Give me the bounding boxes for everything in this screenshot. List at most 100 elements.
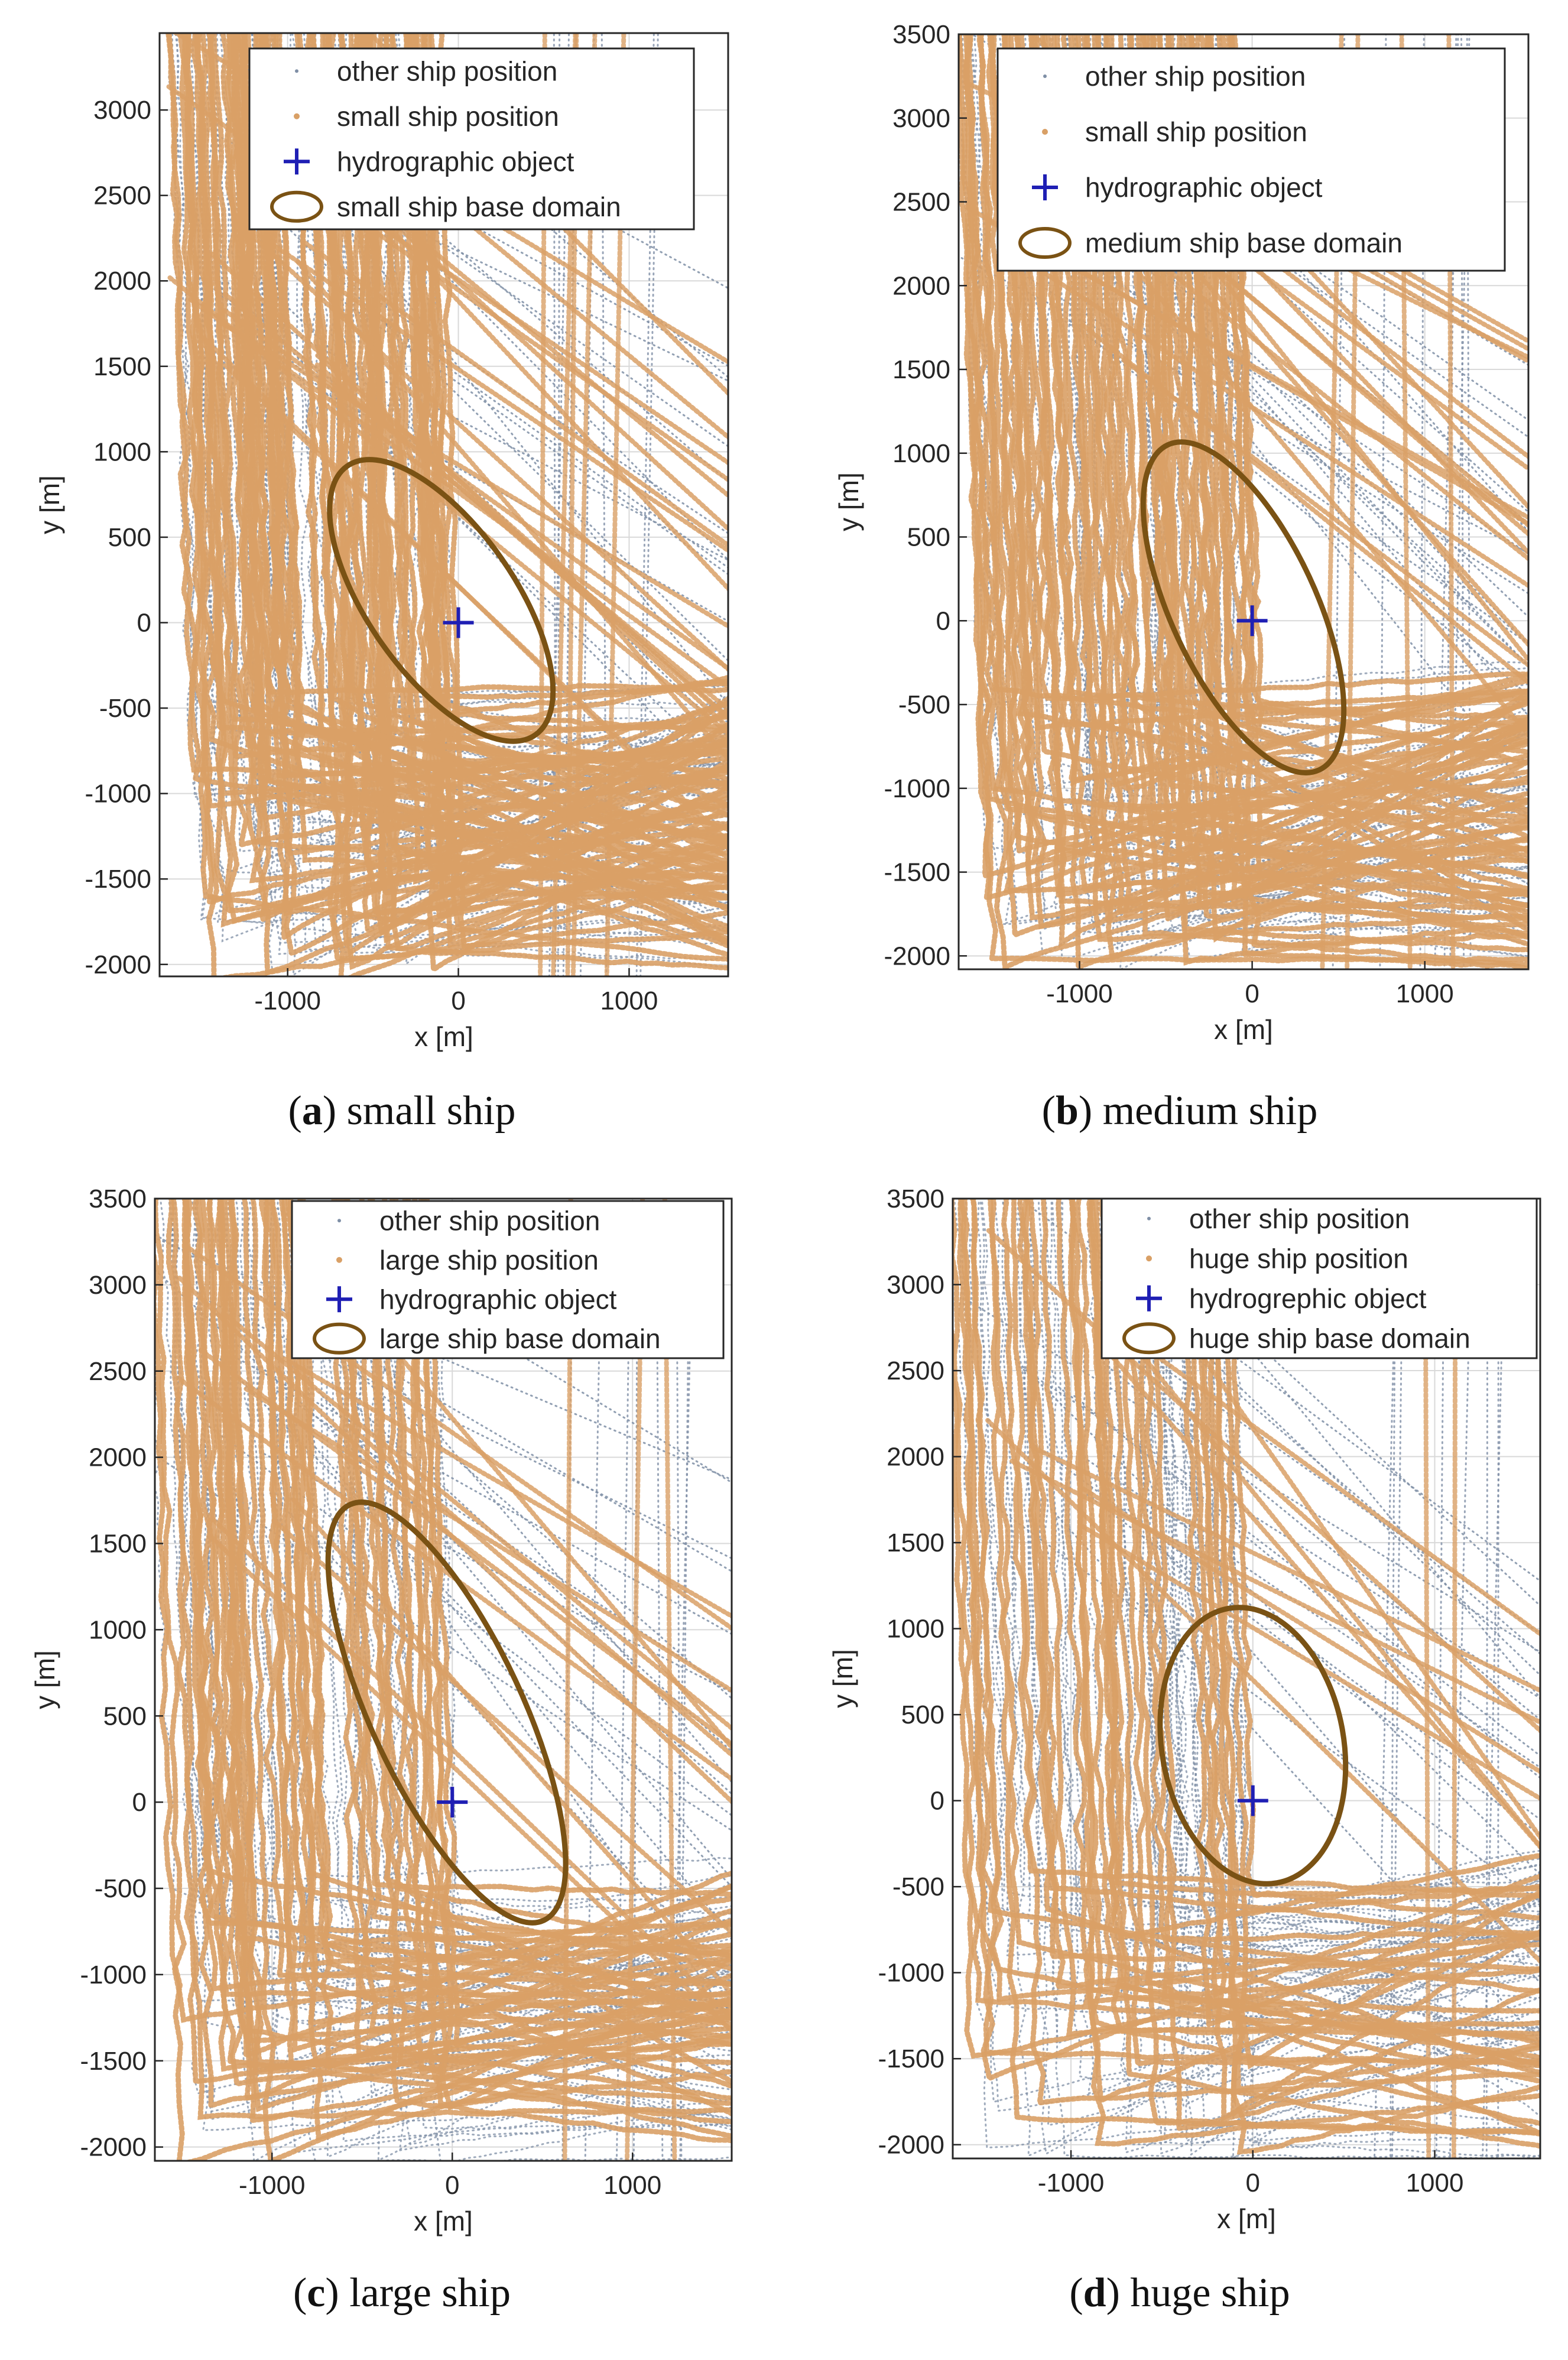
- legend-item: large ship position: [336, 1245, 599, 1275]
- other-ship-track: [1389, 1199, 1397, 2158]
- own-ship-track: [1117, 1199, 1540, 2137]
- y-tick-label: 500: [103, 1702, 147, 1731]
- own-ship-track: [1001, 1199, 1540, 1899]
- y-tick-label: 1000: [93, 437, 151, 466]
- own-ship-track: [346, 1423, 732, 1758]
- own-ship-track: [1179, 1199, 1540, 2028]
- other-ship-track: [271, 99, 728, 561]
- chart-a-base-domain-ellipse: [327, 457, 556, 744]
- legend-ellipse-icon: [1018, 227, 1072, 259]
- other-ship-track: [223, 33, 728, 723]
- x-tick-label: 0: [445, 2171, 459, 2200]
- other-ship-track: [1225, 1199, 1540, 2158]
- own-ship-track: [986, 1228, 1540, 1734]
- own-ship-track: [1080, 1486, 1540, 1775]
- chart-b-caption-text: medium ship: [1102, 1088, 1318, 1134]
- own-ship-track: [1068, 1199, 1540, 2127]
- legend-label: small ship position: [337, 101, 559, 132]
- other-ship-track: [1082, 1456, 1540, 1769]
- y-tick-label: -1500: [884, 858, 950, 887]
- legend-ellipse-icon: [270, 190, 323, 223]
- chart-panel-c: -1000 0 1000 -2000 -1500 -1000 -500 0 500 1000 150…: [0, 1180, 784, 2360]
- chart-c-y-axis-label: y [m]: [30, 1650, 60, 1709]
- legend-own-ship-icon: [336, 1257, 342, 1263]
- y-tick-label: 500: [901, 1700, 944, 1729]
- other-ship-track: [170, 33, 728, 706]
- chart-b-x-axis-label: x [m]: [1214, 1014, 1273, 1045]
- other-ship-track: [1485, 1199, 1489, 2158]
- y-tick-label: 2500: [887, 1356, 944, 1385]
- other-ship-track: [168, 1199, 732, 2121]
- other-ship-track: [1131, 1199, 1540, 2155]
- other-ship-track: [1102, 1362, 1540, 1721]
- y-tick-label: -1000: [80, 1960, 147, 1989]
- own-ship-track: [291, 1497, 732, 1998]
- own-ship-track: [171, 1199, 732, 2120]
- y-tick-label: 0: [936, 606, 950, 635]
- x-tick-label: 0: [451, 986, 465, 1015]
- y-tick-label: 3500: [89, 1184, 147, 1213]
- own-ship-track: [987, 1199, 1540, 2137]
- other-ship-track: [155, 1236, 732, 1481]
- other-ship-track: [215, 1354, 732, 1888]
- own-ship-track: [222, 291, 728, 713]
- own-ship-track: [244, 1386, 732, 1693]
- legend-ellipse-icon: [1122, 1322, 1176, 1355]
- y-tick-label: 3500: [887, 1184, 944, 1213]
- own-ship-track: [966, 34, 1528, 755]
- y-tick-label: 1000: [887, 1615, 944, 1644]
- legend-item: hydrographic object: [284, 146, 574, 177]
- chart-b-hydrographic-object-marker: [1236, 605, 1268, 637]
- other-ship-track: [1155, 1199, 1540, 2107]
- other-ship-track: [1153, 1247, 1540, 1607]
- other-ship-track: [232, 1355, 732, 1635]
- chart-a-legend: other ship position small ship position hy…: [248, 47, 695, 231]
- own-ship-track: [1121, 358, 1528, 668]
- y-tick-label: 1000: [892, 439, 950, 468]
- y-tick-label: -500: [99, 694, 151, 723]
- legend-other-ship-icon: [1147, 1216, 1151, 1220]
- own-ship-track: [405, 1199, 732, 2085]
- legend-plus-icon: [1032, 174, 1058, 200]
- y-tick-label: 0: [930, 1787, 944, 1816]
- legend-plus-icon: [284, 148, 310, 175]
- own-ship-track: [1100, 1343, 1540, 1851]
- own-ship-track: [211, 33, 728, 849]
- chart-c-x-axis-label: x [m]: [414, 2206, 473, 2236]
- y-tick-label: 0: [132, 1788, 147, 1817]
- legend-other-ship-icon: [295, 69, 298, 73]
- chart-a-svg: -1000 0 1000 -2000 -1500 -1000 -500 0 500 1000 150…: [34, 32, 729, 1052]
- y-tick-label: -2000: [85, 950, 151, 979]
- own-ship-track: [1225, 1199, 1540, 1899]
- other-ship-track: [356, 1406, 732, 1753]
- y-tick-label: 2000: [93, 267, 151, 296]
- y-tick-label: 2500: [892, 188, 950, 217]
- own-ship-track: [985, 1418, 1540, 1965]
- other-ship-track: [296, 33, 728, 962]
- legend-label: medium ship base domain: [1085, 228, 1403, 258]
- own-ship-track: [232, 33, 728, 946]
- chart-c-caption-letter: c: [307, 2270, 326, 2316]
- other-ship-track: [304, 1375, 732, 1881]
- own-ship-track: [1028, 262, 1528, 588]
- other-ship-track: [319, 1199, 732, 1994]
- own-ship-track: [346, 203, 728, 466]
- own-ship-track: [166, 1199, 732, 2085]
- other-ship-track: [307, 1438, 732, 1936]
- y-tick-label: 3000: [887, 1271, 944, 1300]
- chart-d-legend: other ship position huge ship position hyd…: [1100, 1197, 1538, 1359]
- own-ship-track: [303, 241, 728, 548]
- legend-label: small ship base domain: [337, 191, 621, 222]
- y-tick-label: -1000: [878, 1959, 944, 1988]
- legend-item: hydrographic object: [1032, 172, 1323, 203]
- legend-item: large ship base domain: [313, 1322, 661, 1355]
- y-tick-label: -1000: [884, 774, 950, 803]
- chart-b-svg: -1000 0 1000 -2000 -1500 -1000 -500 0 500 1000 150…: [833, 20, 1530, 1045]
- chart-c-svg: -1000 0 1000 -2000 -1500 -1000 -500 0 500 1000 150…: [30, 1184, 733, 2236]
- own-ship-track: [194, 33, 728, 797]
- legend-label: hydrographic object: [1085, 172, 1323, 203]
- own-ship-track: [1135, 1199, 1540, 2014]
- own-ship-track: [223, 363, 728, 845]
- other-ship-track: [1150, 291, 1528, 667]
- own-ship-track: [209, 251, 728, 731]
